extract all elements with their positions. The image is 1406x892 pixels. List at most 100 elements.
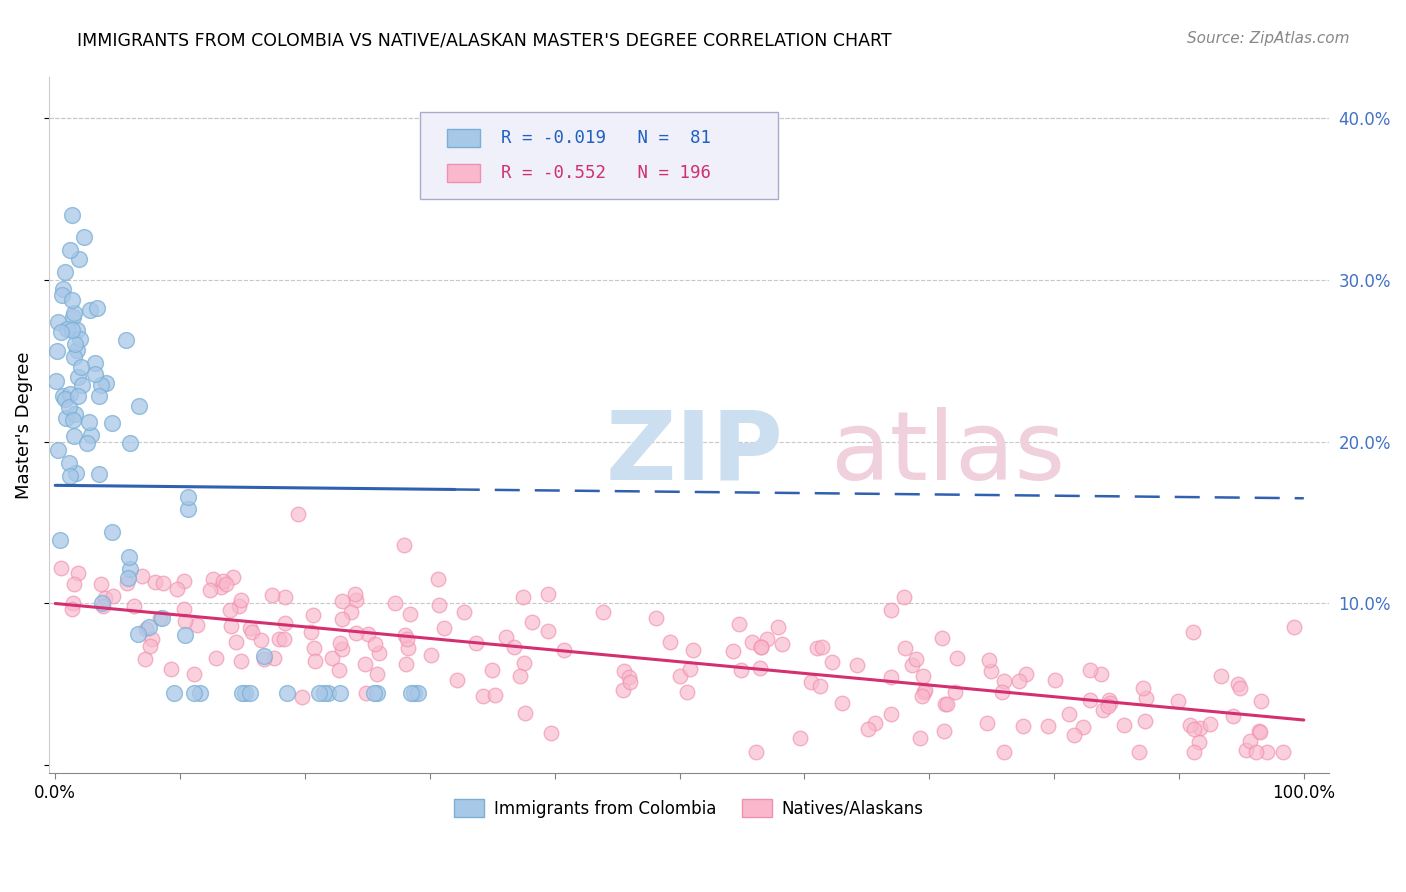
Point [392, 538, 415, 552]
Point [291, 690, 314, 705]
Point [93, 599, 115, 613]
Point [63, 337, 86, 351]
Point [399, 685, 422, 699]
Point [1234, 743, 1257, 757]
Point [83, 367, 105, 381]
Point [101, 524, 124, 539]
Point [209, 580, 232, 594]
Point [931, 632, 953, 646]
Point [134, 652, 156, 666]
Point [619, 675, 641, 690]
Point [260, 588, 283, 602]
Point [231, 592, 253, 607]
Point [880, 670, 903, 684]
FancyBboxPatch shape [447, 129, 481, 147]
Point [911, 689, 934, 703]
Point [138, 620, 160, 634]
Point [1036, 719, 1059, 733]
Point [287, 508, 309, 522]
Point [86, 301, 108, 315]
Point [1057, 706, 1080, 721]
Point [976, 716, 998, 731]
Point [301, 625, 323, 640]
Point [553, 643, 575, 657]
Point [84, 356, 107, 370]
Point [69, 359, 91, 374]
Point [520, 615, 543, 629]
Point [233, 685, 256, 699]
Point [274, 615, 297, 630]
Point [1128, 745, 1150, 759]
Point [80, 428, 103, 442]
Point [263, 651, 285, 665]
Point [276, 685, 298, 699]
Point [749, 640, 772, 655]
Point [911, 669, 934, 683]
Point [1063, 727, 1085, 741]
Point [252, 649, 274, 664]
Point [363, 685, 385, 699]
Point [225, 635, 247, 649]
Point [117, 571, 139, 585]
Point [59, 386, 82, 401]
Point [904, 652, 927, 666]
Point [183, 667, 205, 681]
Point [150, 611, 173, 625]
Point [1189, 721, 1212, 735]
Point [399, 607, 422, 621]
Point [66, 343, 89, 358]
Point [274, 590, 297, 604]
Point [1132, 681, 1154, 696]
Point [67, 389, 90, 403]
Point [90, 577, 112, 591]
Point [163, 685, 186, 699]
Point [344, 593, 367, 607]
Point [60, 293, 83, 308]
Point [63, 306, 86, 320]
Point [103, 589, 125, 603]
Point [741, 634, 763, 648]
Point [943, 685, 966, 699]
Point [56, 322, 79, 336]
Point [1015, 667, 1038, 681]
Point [46, 315, 69, 329]
Point [229, 654, 252, 668]
Point [60, 323, 83, 337]
Point [395, 657, 418, 671]
Point [52, 282, 75, 296]
Point [228, 599, 250, 613]
Point [91, 596, 114, 610]
Point [481, 663, 503, 677]
Text: ZIP: ZIP [606, 407, 783, 500]
Point [1073, 721, 1095, 735]
Point [58, 456, 80, 470]
Point [312, 685, 335, 699]
Point [59, 243, 82, 257]
Point [364, 636, 387, 650]
Point [766, 620, 789, 634]
Point [1167, 693, 1189, 707]
Point [935, 698, 957, 712]
Point [127, 627, 149, 641]
Point [806, 641, 828, 656]
Point [188, 685, 211, 699]
Point [1078, 692, 1101, 706]
Point [1078, 664, 1101, 678]
Point [67, 252, 90, 267]
Point [115, 333, 138, 347]
Point [808, 679, 831, 693]
Point [770, 637, 793, 651]
Point [1112, 718, 1135, 732]
Point [446, 673, 468, 687]
Y-axis label: Master's Degree: Master's Degree [15, 351, 32, 500]
Point [340, 605, 363, 619]
Point [131, 569, 153, 583]
Point [120, 562, 142, 576]
Point [62, 577, 84, 591]
Point [46, 344, 69, 359]
Point [77, 416, 100, 430]
Point [980, 665, 1002, 679]
Point [484, 688, 506, 702]
Text: R = -0.019   N =  81: R = -0.019 N = 81 [501, 129, 711, 147]
Point [394, 628, 416, 642]
